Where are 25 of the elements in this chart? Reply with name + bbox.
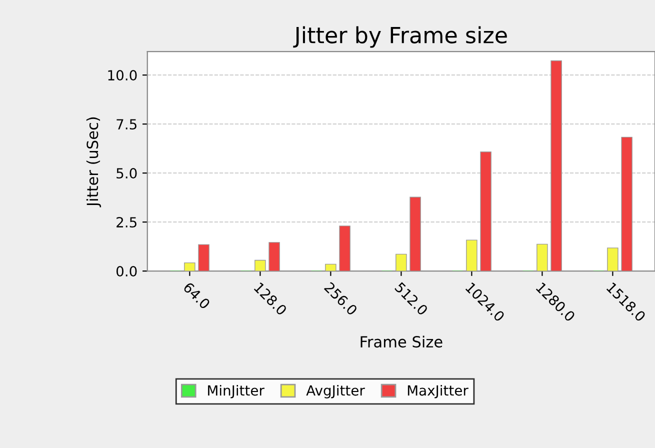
legend-label: AvgJitter (306, 384, 365, 398)
bar (254, 260, 266, 272)
bar (466, 240, 478, 272)
chart-title: Jitter by Frame size (293, 26, 507, 48)
bar (184, 262, 196, 272)
x-axis-title: Frame Size (360, 336, 442, 348)
bar (198, 244, 210, 272)
y-tick-label: 10.0 (108, 70, 137, 81)
bar (268, 242, 280, 272)
y-tick-label: 2.5 (116, 217, 136, 228)
y-tick-label: 5.0 (116, 168, 137, 179)
bar (621, 136, 632, 272)
bar (536, 244, 548, 272)
legend-label: MinJitter (208, 384, 264, 398)
bar (410, 196, 421, 272)
legend-label: MaxJitter (408, 384, 468, 398)
bar (607, 248, 618, 272)
y-tick-label: 7.5 (116, 119, 136, 130)
y-axis-title: Jitter (uSec) (86, 117, 102, 208)
bar (339, 226, 350, 272)
y-tick-label: 0.0 (116, 266, 137, 277)
bar (396, 254, 407, 272)
bar (325, 264, 336, 272)
bar (550, 60, 562, 272)
bar (480, 152, 492, 272)
